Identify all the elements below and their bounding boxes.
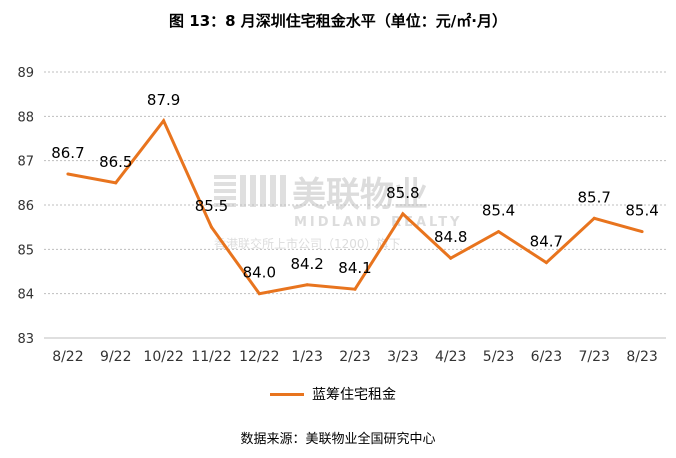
series-layer	[66, 117, 644, 296]
data-point	[449, 256, 453, 260]
data-labels: 86.7 86.5 87.9 85.5 84.0 84.2 84.1 85.8 84.8 85.4…	[51, 91, 659, 282]
data-point	[353, 287, 357, 291]
x-tick-label: 6/23	[531, 349, 562, 365]
x-tick-label: 1/23	[291, 349, 322, 365]
y-tick-label: 85	[17, 243, 34, 258]
x-tick-label: 5/23	[483, 349, 514, 365]
data-point	[66, 172, 70, 176]
watermark-tagline: 香港联交所上市公司（1200）旗下	[214, 236, 401, 251]
axes: 83 84 85 86 87 88 89 8/22 9/22 10/22 11/22 12/22 1/2…	[17, 66, 666, 365]
x-tick-label: 8/22	[52, 349, 83, 365]
data-label: 84.8	[434, 228, 467, 246]
data-label: 84.7	[530, 233, 563, 251]
data-label: 86.7	[51, 144, 84, 162]
data-label: 85.4	[482, 202, 515, 220]
data-label: 84.2	[290, 255, 323, 273]
legend: 蓝筹住宅租金	[270, 384, 396, 404]
data-label: 86.5	[99, 153, 132, 171]
data-point	[305, 283, 309, 287]
data-label: 84.0	[243, 264, 276, 282]
source-note: 数据来源：美联物业全国研究中心	[240, 432, 436, 447]
x-tick-label: 7/23	[579, 349, 610, 365]
y-tick-label: 83	[17, 332, 34, 347]
data-point	[114, 181, 118, 185]
x-tick-label: 8/23	[626, 349, 657, 365]
x-tick-label: 2/23	[339, 349, 370, 365]
y-tick-label: 88	[17, 110, 34, 125]
watermark-logo: 美联物业 MIDLAND REALTY 香港联交所上市公司（1200）旗下	[214, 175, 459, 251]
data-point	[401, 212, 405, 216]
data-point	[497, 230, 501, 234]
data-label: 85.8	[386, 184, 419, 202]
data-label: 85.7	[578, 188, 611, 206]
data-label: 85.4	[625, 202, 658, 220]
chart-title: 图 13：8 月深圳住宅租金水平（单位：元/㎡·月）	[169, 12, 507, 30]
y-tick-label: 87	[17, 155, 34, 170]
y-tick-label: 84	[17, 288, 34, 303]
legend-swatch	[270, 392, 304, 396]
y-tick-label: 89	[17, 66, 34, 81]
data-point	[162, 119, 166, 123]
data-point	[257, 292, 261, 296]
x-tick-label: 10/22	[143, 349, 183, 365]
legend-label: 蓝筹住宅租金	[312, 387, 396, 403]
y-tick-label: 86	[17, 199, 34, 214]
x-tick-label: 9/22	[100, 349, 131, 365]
data-point	[209, 225, 213, 229]
data-label: 84.1	[338, 259, 371, 277]
data-label: 85.5	[195, 197, 228, 215]
watermark-brand: 美联物业	[292, 175, 428, 215]
data-point	[592, 216, 596, 220]
x-tick-label: 3/23	[387, 349, 418, 365]
x-tick-label: 11/22	[191, 349, 231, 365]
x-tick-label: 12/22	[239, 349, 279, 365]
data-label: 87.9	[147, 91, 180, 109]
data-point	[544, 261, 548, 265]
x-tick-label: 4/23	[435, 349, 466, 365]
data-point	[640, 230, 644, 234]
